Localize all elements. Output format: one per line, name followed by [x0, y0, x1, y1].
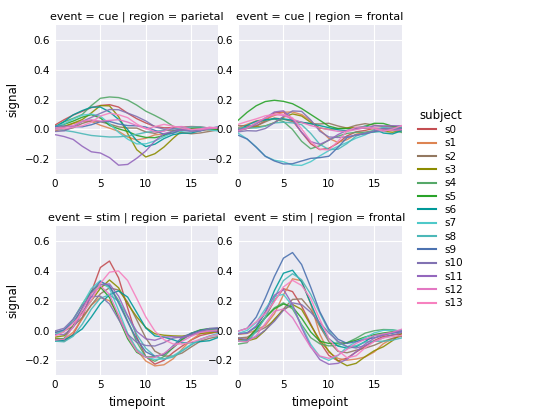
X-axis label: timepoint: timepoint — [291, 396, 348, 409]
X-axis label: timepoint: timepoint — [108, 396, 166, 409]
Title: event = cue | region = frontal: event = cue | region = frontal — [236, 11, 404, 22]
Title: event = stim | region = frontal: event = stim | region = frontal — [234, 213, 405, 223]
Title: event = cue | region = parietal: event = cue | region = parietal — [50, 11, 223, 22]
Title: event = stim | region = parietal: event = stim | region = parietal — [48, 213, 225, 223]
Y-axis label: signal: signal — [7, 283, 19, 318]
Y-axis label: signal: signal — [7, 82, 19, 117]
Legend: s0, s1, s2, s3, s4, s5, s6, s7, s8, s9, s10, s11, s12, s13: s0, s1, s2, s3, s4, s5, s6, s7, s8, s9, … — [417, 109, 464, 308]
